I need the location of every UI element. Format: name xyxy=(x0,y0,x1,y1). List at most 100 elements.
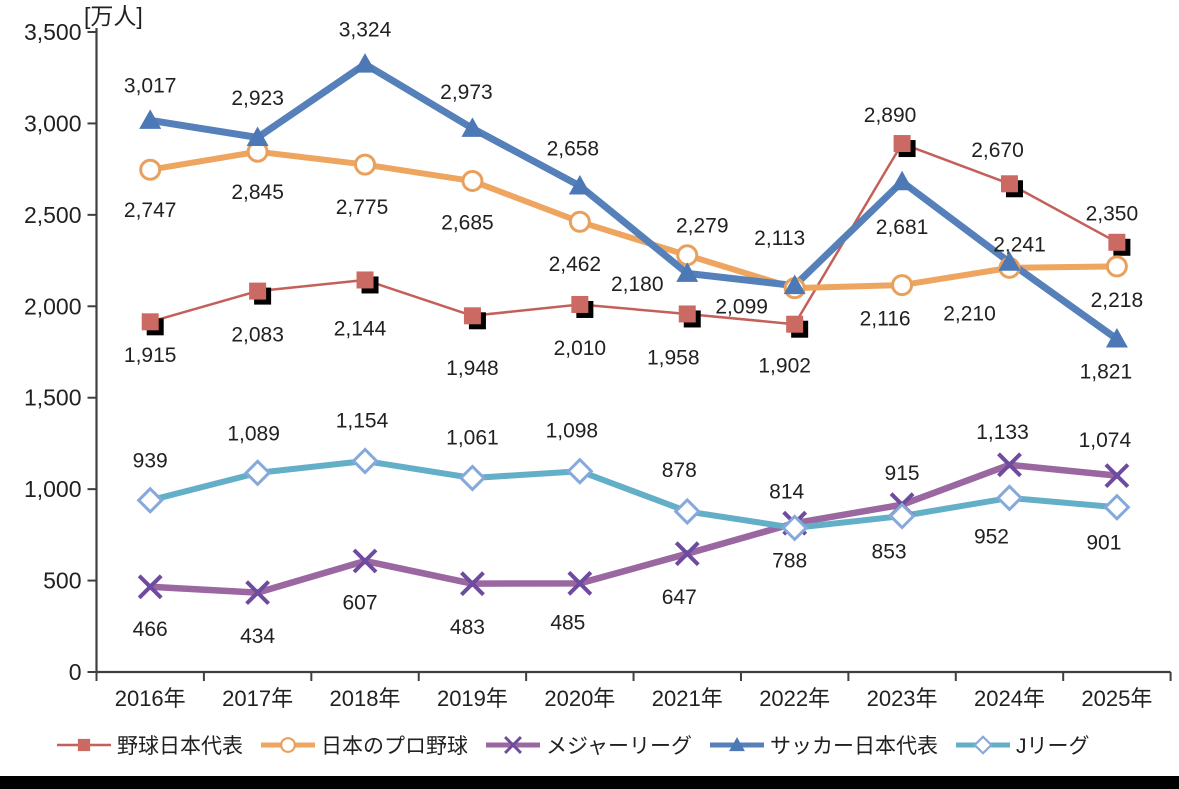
marker-baseball_japan xyxy=(1000,175,1023,198)
data-label-mlb: 483 xyxy=(450,616,485,639)
marker-j_league xyxy=(673,497,701,526)
legend-label: サッカー日本代表 xyxy=(769,735,938,758)
bottom-bar xyxy=(0,776,1179,789)
data-label-soccer_japan: 1,821 xyxy=(1080,360,1133,383)
marker-j_league xyxy=(781,514,809,542)
data-label-baseball_japan: 1,958 xyxy=(647,346,700,369)
data-label-mlb: 814 xyxy=(769,481,804,504)
marker-soccer_japan xyxy=(1105,328,1128,348)
marker-npb xyxy=(139,158,162,181)
data-label-soccer_japan: 2,973 xyxy=(440,81,493,104)
marker-soccer_japan xyxy=(461,117,484,137)
data-label-baseball_japan: 2,890 xyxy=(864,104,917,127)
marker-baseball_japan xyxy=(249,282,272,305)
legend-marker-soccer_japan xyxy=(709,733,765,757)
legend-item-baseball_japan: 野球日本代表 xyxy=(56,730,243,760)
x-tick-label: 2023年 xyxy=(867,686,938,711)
data-label-baseball_japan: 2,670 xyxy=(971,139,1024,162)
data-label-npb: 2,116 xyxy=(860,307,911,330)
data-label-npb: 2,845 xyxy=(231,181,284,204)
legend-item-npb: 日本のプロ野球 xyxy=(260,730,468,760)
data-label-mlb: 607 xyxy=(343,591,378,614)
legend-label: 野球日本代表 xyxy=(117,735,243,758)
marker-soccer_japan xyxy=(729,737,745,752)
series-line-j_league xyxy=(147,457,1120,531)
x-tick-label: 2024年 xyxy=(974,686,1045,711)
legend-marker-baseball_japan xyxy=(56,733,112,757)
x-tick-label: 2021年 xyxy=(652,686,723,711)
marker-npb xyxy=(461,170,484,193)
data-label-npb: 2,099 xyxy=(715,296,768,319)
marker-j_league xyxy=(458,464,487,492)
marker-mlb xyxy=(352,548,378,574)
data-label-npb: 2,462 xyxy=(549,253,602,276)
series-line-mlb xyxy=(146,461,1121,596)
y-tick-label: 2,000 xyxy=(24,293,82,319)
x-tick-label: 2017年 xyxy=(222,686,293,711)
y-tick-label: 3,000 xyxy=(24,110,82,136)
marker-baseball_japan xyxy=(571,295,594,318)
legend-marker-mlb xyxy=(485,733,541,757)
data-label-npb: 2,775 xyxy=(336,196,389,219)
marker-mlb xyxy=(567,570,593,596)
data-label-npb: 2,747 xyxy=(124,199,177,222)
marker-mlb xyxy=(1104,463,1130,489)
marker-mlb xyxy=(674,541,700,567)
y-tick-label: 500 xyxy=(43,568,81,594)
marker-baseball_japan xyxy=(463,307,486,330)
data-label-baseball_japan: 1,948 xyxy=(446,357,499,380)
y-tick-label: 3,500 xyxy=(24,19,82,45)
marker-npb xyxy=(676,244,699,267)
marker-soccer_japan xyxy=(568,174,591,195)
data-label-baseball_japan: 2,083 xyxy=(231,324,284,347)
series-line-soccer_japan xyxy=(146,60,1121,343)
data-label-soccer_japan: 2,923 xyxy=(231,87,284,110)
marker-soccer_japan xyxy=(354,53,377,73)
marker-npb xyxy=(568,210,591,233)
legend-item-soccer_japan: サッカー日本代表 xyxy=(709,730,938,760)
x-tick-label: 2018年 xyxy=(330,686,401,711)
data-label-soccer_japan: 2,658 xyxy=(547,137,600,160)
series-line-baseball_japan xyxy=(148,142,1119,326)
chart-legend: 野球日本代表 日本のプロ野球 メジャーリーグ サッカー日本代表 Jリーグ xyxy=(56,729,1089,761)
data-label-npb: 2,210 xyxy=(943,302,996,325)
marker-soccer_japan xyxy=(783,274,806,295)
marker-npb xyxy=(354,153,377,176)
marker-j_league xyxy=(136,486,164,514)
marker-npb xyxy=(891,274,914,297)
legend-marker-j_league xyxy=(955,733,1011,757)
data-label-npb: 2,685 xyxy=(441,211,494,234)
data-label-soccer_japan: 3,324 xyxy=(339,19,392,42)
data-label-j_league: 952 xyxy=(974,525,1009,548)
marker-npb xyxy=(280,737,296,753)
marker-mlb xyxy=(997,452,1022,478)
data-label-mlb: 434 xyxy=(240,625,275,648)
marker-npb xyxy=(1105,255,1128,278)
data-label-mlb: 485 xyxy=(550,612,585,635)
marker-baseball_japan xyxy=(141,313,164,336)
marker-j_league xyxy=(995,484,1024,512)
y-tick-label: 1,500 xyxy=(24,385,82,411)
marker-baseball_japan xyxy=(1108,233,1131,256)
data-label-j_league: 853 xyxy=(872,540,907,563)
data-label-npb: 2,218 xyxy=(1091,289,1144,312)
marker-baseball_japan xyxy=(893,135,916,158)
data-label-j_league: 939 xyxy=(133,450,168,473)
x-tick-label: 2022年 xyxy=(759,686,830,711)
marker-j_league xyxy=(888,502,916,530)
y-axis-unit-label: [万人] xyxy=(84,3,143,29)
data-label-mlb: 647 xyxy=(662,586,697,609)
data-label-baseball_japan: 1,902 xyxy=(758,355,811,378)
marker-baseball_japan xyxy=(786,315,809,338)
marker-j_league xyxy=(566,457,594,485)
marker-mlb xyxy=(137,574,163,600)
data-label-j_league: 1,089 xyxy=(227,422,280,445)
data-label-soccer_japan: 2,113 xyxy=(754,227,805,250)
axes: 0 500 1,000 1,500 2,000 2,500 3,000 3,500 2016年 2… xyxy=(24,19,1172,711)
y-tick-label: 2,500 xyxy=(24,202,82,228)
marker-mlb xyxy=(245,580,271,606)
marker-soccer_japan xyxy=(676,262,699,282)
data-label-mlb: 466 xyxy=(133,618,168,641)
legend-label: Jリーグ xyxy=(1015,735,1090,758)
